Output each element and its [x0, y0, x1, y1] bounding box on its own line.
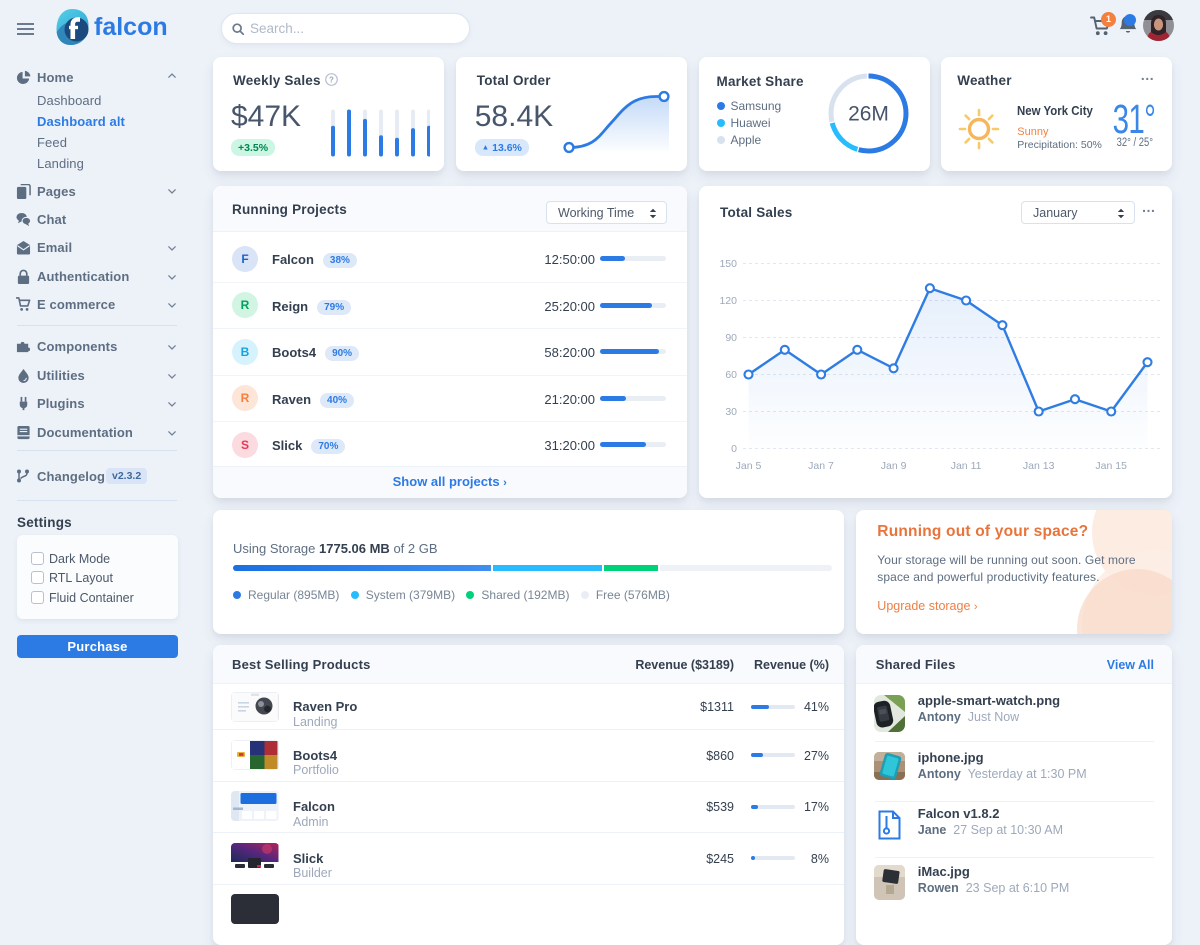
svg-text:?: ?	[329, 75, 334, 84]
svg-text:Jan 5: Jan 5	[735, 460, 761, 472]
svg-text:Jan 13: Jan 13	[1022, 460, 1054, 472]
svg-text:Jan 7: Jan 7	[808, 460, 834, 472]
svg-text:Jan 11: Jan 11	[950, 460, 981, 472]
svg-text:Jan 9: Jan 9	[880, 460, 906, 472]
svg-text:0: 0	[731, 443, 737, 455]
svg-text:60: 60	[725, 369, 737, 381]
svg-text:30: 30	[725, 406, 737, 418]
svg-text:120: 120	[719, 295, 737, 307]
svg-text:90: 90	[725, 332, 737, 344]
svg-text:150: 150	[719, 258, 737, 270]
svg-text:Jan 15: Jan 15	[1095, 460, 1127, 472]
svg-text:26M: 26M	[848, 103, 889, 126]
